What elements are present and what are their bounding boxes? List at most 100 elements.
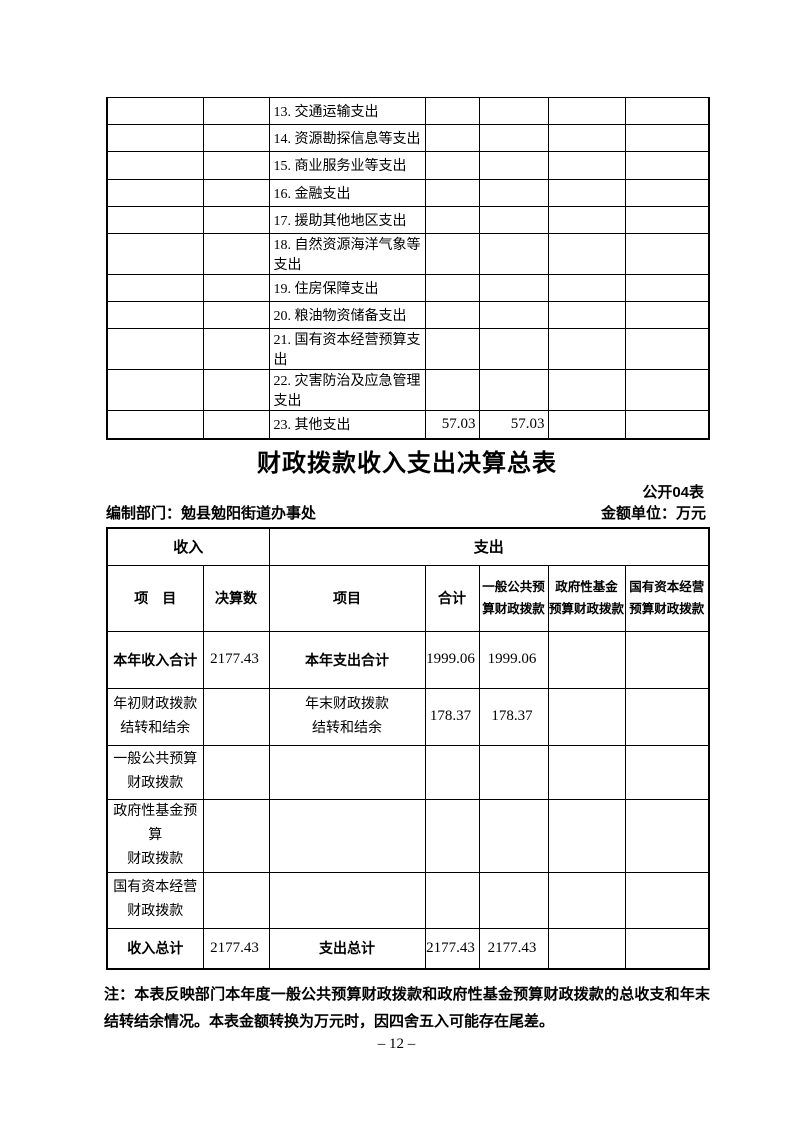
empty-cell	[106, 273, 204, 303]
income-item-cell: 政府性基金预算 财政拨款	[106, 798, 204, 873]
table-code-label: 公开04表	[642, 484, 704, 501]
expenditure-detail-table: 13. 交通运输支出 14. 资源勘探信息等支出 15. 商业服务业等支出	[106, 96, 710, 440]
general-budget-cell	[478, 744, 549, 800]
expense-item-cell	[268, 798, 426, 873]
item-cell: 21. 国有资本经营预算支出	[268, 328, 426, 371]
empty-cell	[202, 205, 270, 234]
general-budget-cell: 2177.43	[478, 927, 549, 970]
income-item-cell: 国有资本经营 财政拨款	[106, 871, 204, 929]
gov-fund-cell	[547, 232, 626, 275]
group-header-row: 收入 支出	[106, 527, 710, 566]
total-cell	[424, 871, 480, 929]
total-cell: 1999.06	[424, 630, 480, 689]
prepared-by-label: 编制部门：勉县勉阳街道办事处	[106, 505, 317, 522]
general-budget-cell: 57.03	[478, 410, 549, 439]
appropriation-summary-table: 收入 支出 项 目 决算数 项目 合计 一般公共预 算财政拨款 政府性基金 预算…	[106, 527, 710, 970]
empty-cell	[202, 151, 270, 180]
state-capital-cell	[624, 301, 710, 330]
general-budget-cell	[478, 178, 549, 207]
gov-fund-cell	[547, 301, 626, 330]
gov-fund-cell	[547, 687, 626, 746]
gov-fund-cell	[547, 410, 626, 439]
empty-cell	[106, 232, 204, 275]
general-budget-cell	[478, 871, 549, 929]
section-title: 财政拨款收入支出决算总表	[257, 451, 557, 477]
income-item-cell: 一般公共预算 财政拨款	[106, 744, 204, 800]
state-capital-header: 国有资本经营 预算财政拨款	[624, 564, 710, 632]
table-row: 14. 资源勘探信息等支出	[106, 124, 710, 153]
table-row: 22. 灾害防治及应急管理支出	[106, 369, 710, 412]
item-cell: 23. 其他支出	[268, 410, 426, 439]
empty-cell	[202, 232, 270, 275]
state-capital-cell	[624, 273, 710, 303]
empty-cell	[106, 124, 204, 153]
state-capital-cell	[624, 232, 710, 275]
table-row: 18. 自然资源海洋气象等支出	[106, 232, 710, 275]
state-capital-cell	[624, 178, 710, 207]
item-cell: 15. 商业服务业等支出	[268, 151, 426, 180]
general-budget-cell	[478, 151, 549, 180]
total-cell	[424, 273, 480, 303]
table-row: 国有资本经营 财政拨款	[106, 871, 710, 929]
empty-cell	[106, 328, 204, 371]
total-cell	[424, 301, 480, 330]
empty-cell	[202, 96, 270, 126]
state-capital-cell	[624, 744, 710, 800]
gov-fund-cell	[547, 273, 626, 303]
general-budget-cell	[478, 232, 549, 275]
item-cell: 13. 交通运输支出	[268, 96, 426, 126]
empty-cell	[202, 301, 270, 330]
income-item-cell: 收入总计	[106, 927, 204, 970]
gov-fund-cell	[547, 744, 626, 800]
table-row: 23. 其他支出 57.03 57.03	[106, 410, 710, 439]
income-item-header: 项 目	[106, 564, 204, 632]
empty-cell	[202, 328, 270, 371]
unit-label: 金额单位：万元	[600, 505, 706, 522]
table-row: 16. 金融支出	[106, 178, 710, 207]
state-capital-cell	[624, 630, 710, 689]
page-number: – 12 –	[377, 1036, 416, 1052]
expense-item-cell: 支出总计	[268, 927, 426, 970]
income-item-cell: 本年收入合计	[106, 630, 204, 689]
total-cell	[424, 96, 480, 126]
income-value-cell	[202, 798, 270, 873]
empty-cell	[106, 178, 204, 207]
gov-fund-cell	[547, 871, 626, 929]
state-capital-cell	[624, 798, 710, 873]
total-cell	[424, 151, 480, 180]
state-capital-cell	[624, 151, 710, 180]
empty-cell	[202, 273, 270, 303]
empty-cell	[202, 369, 270, 412]
state-capital-cell	[624, 124, 710, 153]
state-capital-cell	[624, 96, 710, 126]
empty-cell	[202, 410, 270, 439]
table-row: 19. 住房保障支出	[106, 273, 710, 303]
gov-fund-cell	[547, 328, 626, 371]
expense-group-header: 支出	[268, 527, 710, 566]
table-row: 17. 援助其他地区支出	[106, 205, 710, 234]
total-cell	[424, 232, 480, 275]
general-budget-cell	[478, 798, 549, 873]
general-budget-cell	[478, 124, 549, 153]
table-row: 13. 交通运输支出	[106, 96, 710, 126]
gov-fund-cell	[547, 369, 626, 412]
general-budget-cell	[478, 369, 549, 412]
table-row: 20. 粮油物资储备支出	[106, 301, 710, 330]
total-cell	[424, 744, 480, 800]
table-row: 15. 商业服务业等支出	[106, 151, 710, 180]
total-cell	[424, 798, 480, 873]
table-row: 本年收入合计 2177.43 本年支出合计 1999.06 1999.06	[106, 630, 710, 689]
general-budget-cell: 1999.06	[478, 630, 549, 689]
income-item-cell: 年初财政拨款 结转和结余	[106, 687, 204, 746]
empty-cell	[106, 205, 204, 234]
income-value-cell: 2177.43	[202, 630, 270, 689]
gov-fund-cell	[547, 96, 626, 126]
gov-fund-cell	[547, 927, 626, 970]
income-group-header: 收入	[106, 527, 270, 566]
total-cell	[424, 205, 480, 234]
table-row: 年初财政拨款 结转和结余 年末财政拨款 结转和结余 178.37 178.37	[106, 687, 710, 746]
total-header: 合计	[424, 564, 480, 632]
gov-fund-header: 政府性基金 预算财政拨款	[547, 564, 626, 632]
general-budget-cell	[478, 205, 549, 234]
empty-cell	[106, 301, 204, 330]
